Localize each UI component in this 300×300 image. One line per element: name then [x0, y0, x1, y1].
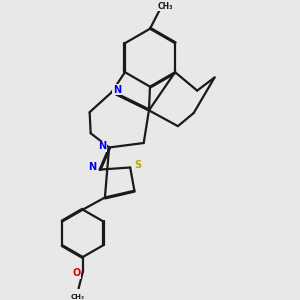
Text: CH₃: CH₃: [70, 294, 85, 300]
Text: N: N: [88, 163, 96, 172]
Text: S: S: [134, 160, 141, 170]
Text: CH₃: CH₃: [158, 2, 173, 10]
Text: N: N: [98, 141, 106, 152]
Text: O: O: [72, 268, 81, 278]
Text: N: N: [113, 85, 121, 94]
